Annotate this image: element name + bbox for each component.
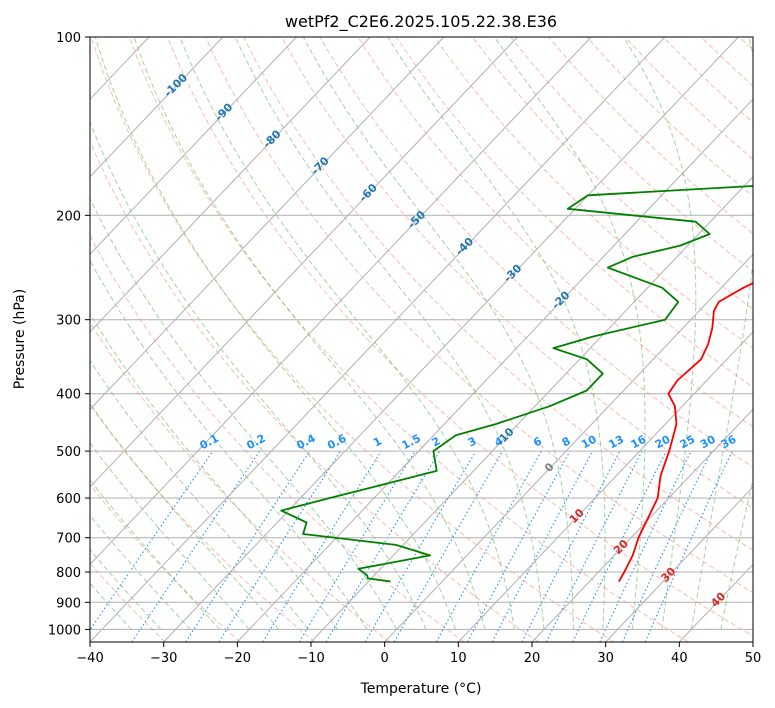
isotherm-line (310, 176, 753, 642)
x-tick-label: −20 (224, 651, 251, 666)
moist-adiabat-line (90, 548, 162, 630)
x-tick-label: 40 (671, 651, 688, 666)
isotherm-line (90, 37, 371, 333)
dry-adiabat-line (128, 37, 689, 642)
dry-adiabat-line (281, 37, 753, 509)
y-tick-label: 600 (56, 492, 81, 507)
mixing-ratio-label: 30 (698, 433, 718, 452)
mixing-ratio-line (218, 450, 341, 642)
moist-adiabat-line (622, 37, 697, 630)
isotherm-line (90, 37, 224, 178)
dry-adiabat-line (90, 321, 390, 642)
moist-adiabat-line (493, 37, 646, 630)
y-tick-label: 200 (56, 209, 81, 224)
isotherm-line (531, 408, 753, 642)
moist-adiabat-line (90, 479, 221, 630)
moist-adiabat-line (94, 37, 456, 630)
x-tick-label: −30 (150, 651, 177, 666)
x-axis-title: Temperature (°C) (360, 681, 482, 697)
moist-adiabat-line (90, 312, 339, 630)
dry-adiabat-line (90, 37, 614, 642)
dry-adiabat-line (205, 37, 753, 594)
isotherm-line (163, 37, 739, 642)
mixing-ratio-label: 20 (653, 433, 673, 452)
dewpoint-profile-line (280, 185, 753, 583)
dry-adiabat-line (472, 37, 753, 310)
y-tick-label: 300 (56, 314, 81, 329)
plot-frame (89, 36, 754, 643)
x-tick-label: 10 (450, 651, 467, 666)
moist-adiabat-line (90, 442, 250, 630)
isotherm-line (457, 331, 753, 642)
x-tick-label: 20 (524, 651, 541, 666)
mixing-ratio-line (185, 450, 311, 642)
dry-adiabat-line (166, 37, 753, 637)
moist-adiabat-line (720, 476, 753, 630)
isotherm-line (90, 37, 518, 488)
x-tick-label: −10 (297, 651, 324, 666)
y-tick-label: 500 (56, 445, 81, 460)
moist-adiabat-line (90, 582, 132, 630)
dry-adiabat-line (90, 404, 316, 642)
dry-adiabat-line (90, 234, 465, 642)
mixing-ratio-line (467, 450, 571, 642)
dry-adiabat-line (90, 140, 540, 642)
isotherm-line (384, 253, 753, 642)
x-tick-label: −40 (76, 651, 103, 666)
moist-adiabat-line (90, 197, 398, 630)
isotherm-line (605, 486, 753, 642)
dry-adiabat-line (243, 37, 753, 551)
dry-adiabat-line (319, 37, 753, 468)
mixing-ratio-line (545, 450, 643, 642)
temperature-profile-line (618, 282, 753, 582)
y-tick-label: 1000 (48, 623, 81, 638)
y-tick-label: 700 (56, 532, 81, 547)
mixing-ratio-label: 16 (629, 433, 649, 452)
dry-adiabat-line (395, 37, 753, 388)
y-tick-label: 900 (56, 596, 81, 611)
isotherm-line (90, 37, 445, 411)
y-axis-title: Pressure (hPa) (12, 289, 28, 389)
y-tick-label: 400 (56, 388, 81, 403)
mixing-ratio-line (572, 450, 667, 642)
moist-adiabat-line (234, 37, 545, 630)
moist-adiabat-line (90, 259, 368, 630)
moist-adiabat-line (90, 120, 427, 630)
moist-adiabat-line (90, 359, 309, 630)
mixing-ratio-line (90, 450, 214, 631)
x-tick-label: 30 (597, 651, 614, 666)
mixing-ratio-line (435, 450, 542, 642)
isotherm-line (90, 37, 592, 566)
moist-adiabat-line (179, 37, 515, 630)
isotherm-line (236, 98, 753, 642)
mixing-ratio-label: 36 (719, 433, 739, 452)
mixing-ratio-label: 25 (678, 433, 698, 452)
y-tick-label: 100 (56, 31, 81, 46)
y-tick-label: 800 (56, 566, 81, 581)
x-tick-label: 0 (381, 651, 389, 666)
moist-adiabat-line (90, 514, 191, 630)
dry-adiabat-line (90, 562, 166, 642)
moist-adiabat-line (90, 402, 280, 630)
mixing-ratio-label: 13 (606, 433, 626, 452)
mixing-ratio-line (298, 450, 416, 642)
chart-title: wetPf2_C2E6.2025.105.22.38.E36 (285, 12, 557, 32)
mixing-ratio-line (393, 450, 503, 642)
moist-adiabat-line (690, 37, 753, 630)
isotherm-line (90, 37, 666, 642)
isotherm-line (90, 37, 297, 256)
x-tick-label: 50 (745, 651, 762, 666)
moist-adiabat-line (387, 37, 606, 630)
mixing-ratio-line (262, 450, 382, 642)
mixing-ratio-label: 10 (579, 433, 599, 452)
